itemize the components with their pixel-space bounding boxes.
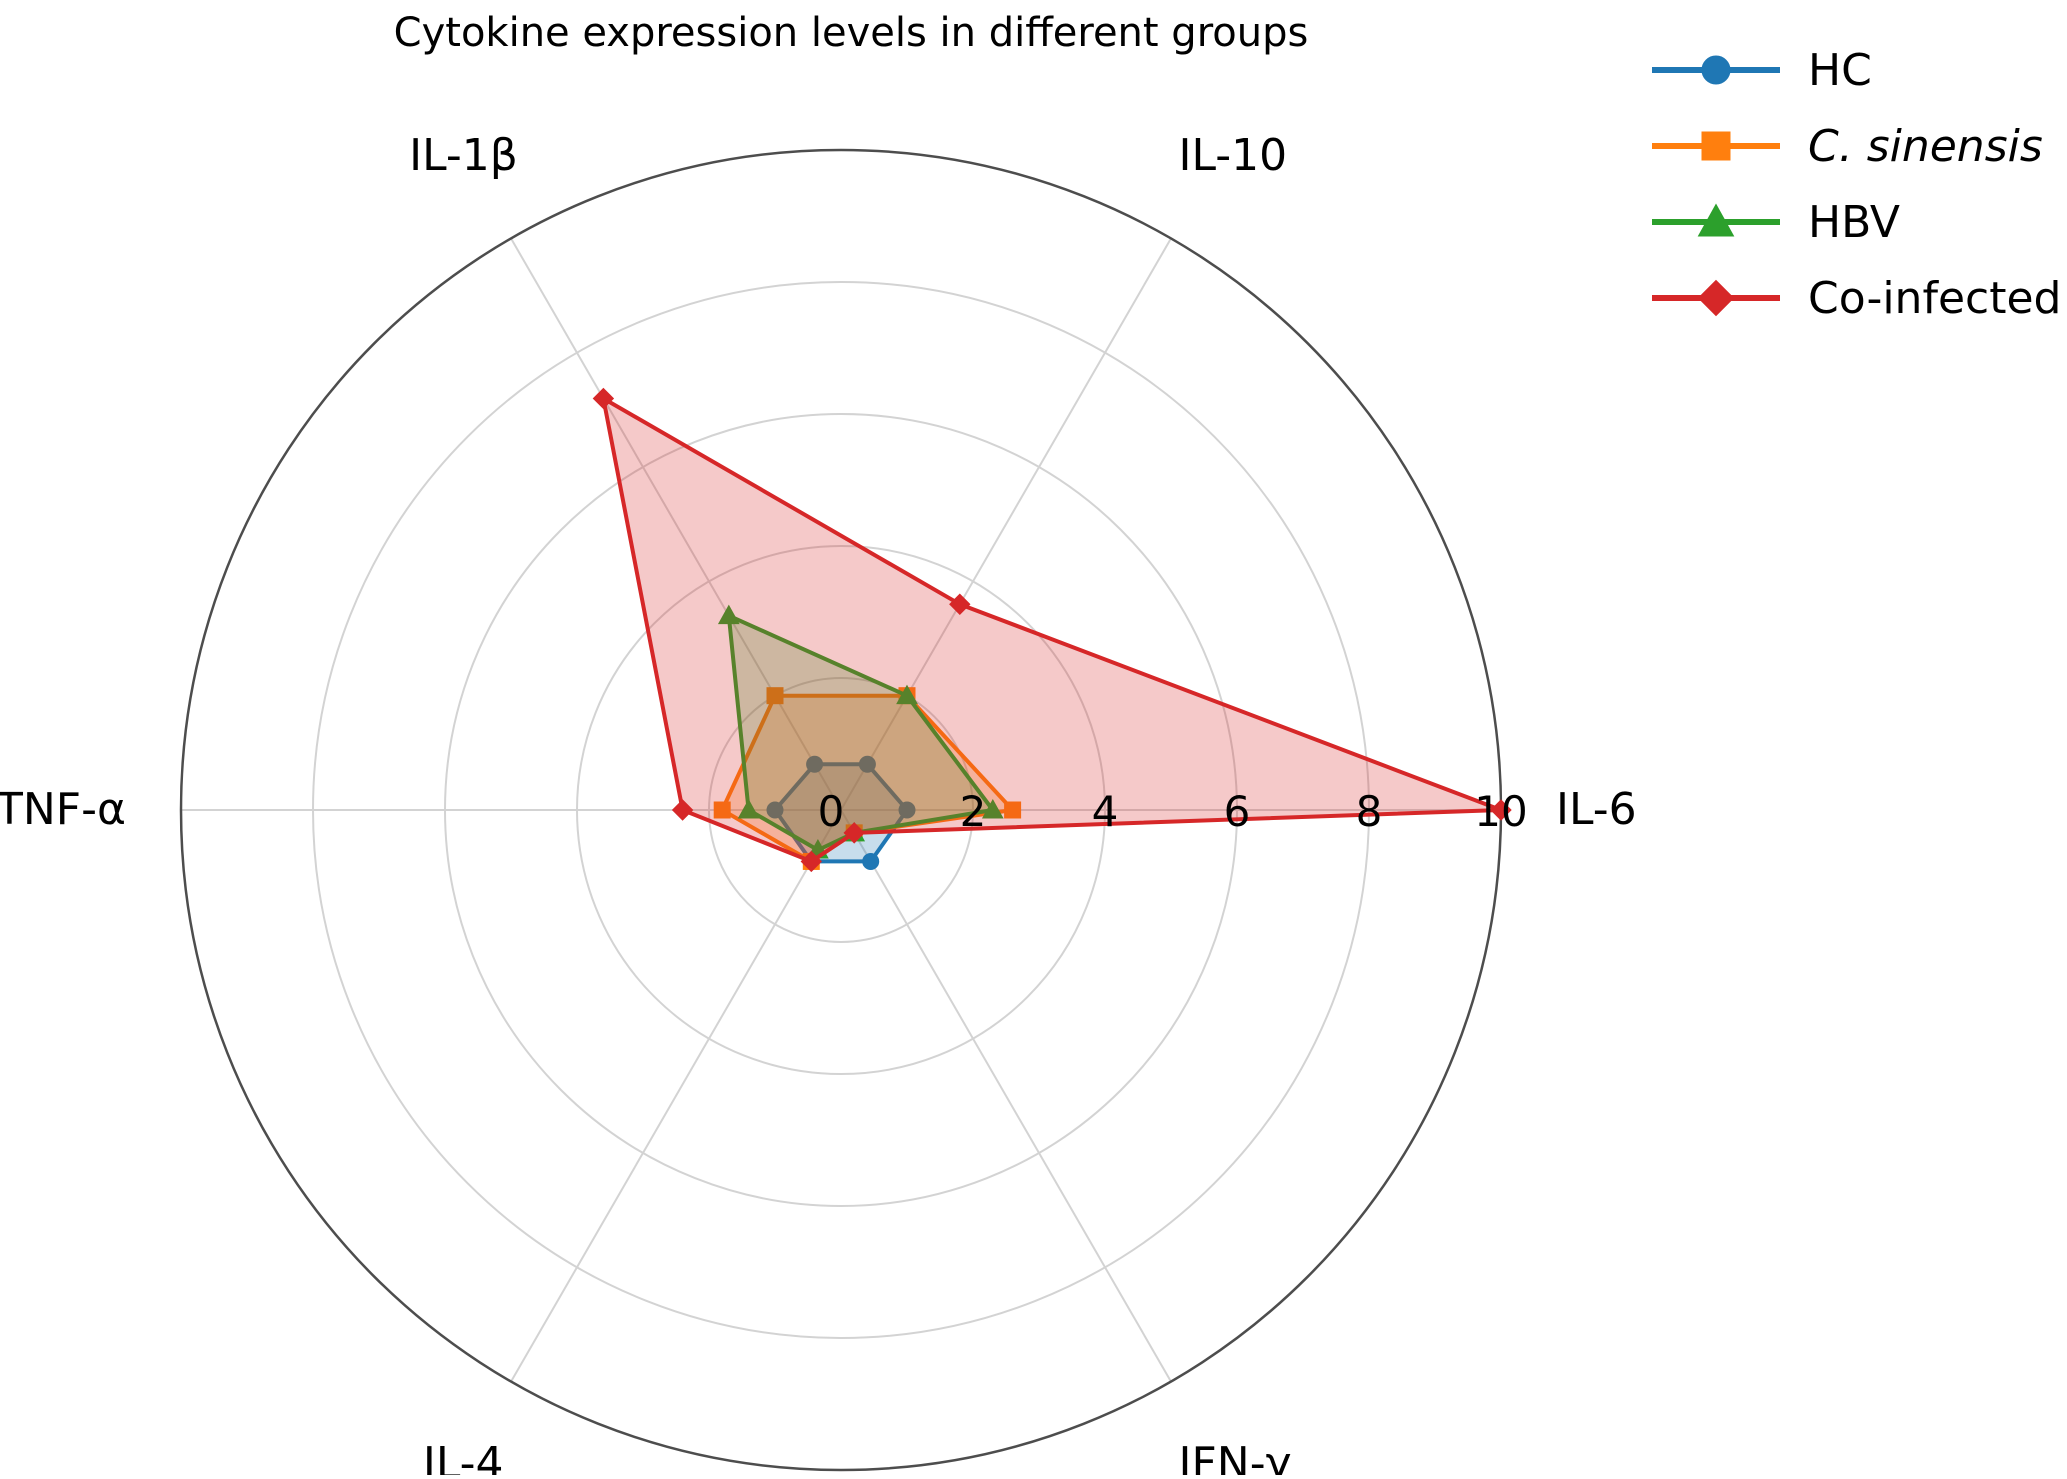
legend-item-hbv: HBV — [1652, 197, 1900, 248]
point-hbv-tnf — [737, 798, 760, 819]
point-hc-ifn — [862, 852, 880, 870]
point-co-infected-tnf — [671, 799, 694, 821]
axis-label-ifn: IFN-γ — [1179, 1438, 1292, 1475]
point-c-sinensis-il-1 — [766, 687, 784, 705]
legend-label-hbv: HBV — [1808, 197, 1900, 248]
radial-tick-0: 0 — [818, 787, 845, 836]
legend-label-co-infected: Co-infected — [1808, 273, 2061, 324]
legend-item-c-sinensis: C. sinensis — [1652, 121, 2043, 172]
axis-label-il-10: IL-10 — [1179, 130, 1288, 181]
legend-marker-co-infected — [1697, 279, 1735, 317]
radial-tick-10: 10 — [1474, 787, 1527, 836]
legend-marker-c-sinensis — [1701, 131, 1731, 161]
point-c-sinensis-tnf — [713, 801, 731, 819]
spoke-il-4 — [510, 809, 842, 1383]
point-co-infected-il-6 — [1490, 799, 1512, 821]
series-layer — [592, 387, 1512, 873]
axis-label-tnf: TNF-α — [0, 784, 126, 835]
axis-label-il-6: IL-6 — [1556, 784, 1637, 835]
radial-tick-6: 6 — [1224, 787, 1251, 836]
point-hc-il-6 — [898, 801, 916, 819]
spoke-ifn — [840, 809, 1172, 1383]
legend-marker-hc — [1701, 55, 1731, 85]
legend-item-co-infected: Co-infected — [1652, 273, 2061, 324]
axis-label-il-4: IL-4 — [423, 1438, 504, 1475]
point-hc-il-10 — [858, 755, 876, 773]
point-co-infected-il-1 — [592, 387, 615, 410]
legend-marker-hbv — [1697, 203, 1735, 237]
series-fill-hbv — [728, 615, 993, 850]
series-fill-co-infected — [603, 398, 1501, 862]
radial-tick-8: 8 — [1356, 787, 1383, 836]
spoke-il-1 — [510, 237, 842, 811]
point-co-infected-il-4 — [800, 850, 823, 873]
legend: HC C. sinensis HBV Co-infected — [1652, 45, 2061, 324]
series-co-infected — [592, 387, 1512, 873]
radial-tick-4: 4 — [1092, 787, 1119, 836]
point-c-sinensis-il-6 — [1004, 801, 1022, 819]
point-hbv-il-10 — [896, 684, 918, 705]
legend-label-hc: HC — [1808, 45, 1872, 96]
series-fill-hc — [775, 764, 907, 862]
legend-label-c-sinensis: C. sinensis — [1808, 121, 2043, 172]
point-hc-il-1 — [806, 755, 824, 773]
axis-label-il-1: IL-1β — [409, 130, 518, 181]
legend-item-hc: HC — [1652, 45, 1872, 96]
chart-title: Cytokine expression levels in different … — [394, 10, 1309, 56]
spoke-il-10 — [840, 237, 1172, 811]
point-co-infected-ifn — [843, 822, 865, 844]
point-hbv-il-6 — [981, 798, 1004, 819]
label-layer: 0 2 4 6 8 10 IL-6 IL-10 IL-1β TNF-α IL-4 IFN-γ — [0, 130, 1637, 1479]
point-co-infected-il-10 — [949, 593, 971, 615]
point-hc-tnf — [766, 801, 784, 819]
point-hbv-il-1 — [717, 604, 740, 625]
radial-tick-2: 2 — [960, 787, 987, 836]
